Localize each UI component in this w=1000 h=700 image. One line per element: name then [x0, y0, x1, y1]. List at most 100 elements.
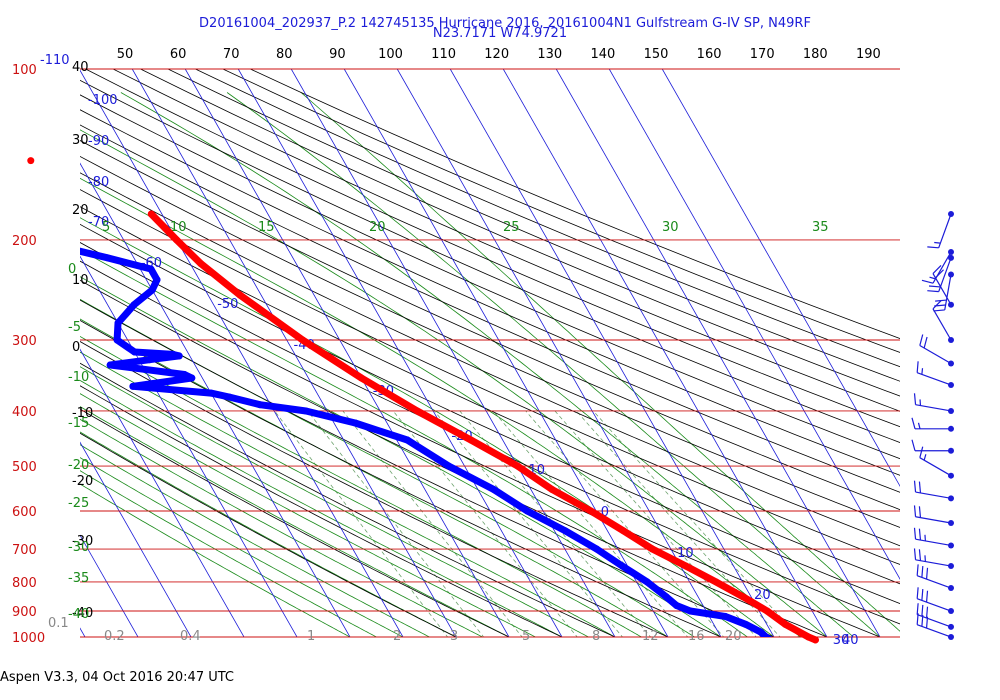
moist-adiabat — [120, 92, 855, 637]
dry-adiabat — [250, 69, 900, 339]
dewpoint-point — [490, 486, 498, 494]
wind-barb — [911, 439, 954, 454]
wind-barb — [911, 417, 954, 432]
left-axis-label: -20 — [72, 474, 93, 489]
wind-barb-staff — [932, 308, 952, 341]
top-axis-label: 100 — [378, 47, 403, 62]
wind-barb-feather — [919, 446, 924, 458]
dewpoint-point — [130, 301, 138, 309]
pressure-label: 200 — [12, 234, 37, 249]
mixing-ratio-line — [307, 410, 485, 637]
pressure-label: 100 — [12, 63, 37, 78]
left-moist-label: 0 — [68, 262, 76, 277]
temperature-point — [147, 210, 155, 218]
wind-barb-feather — [916, 361, 919, 373]
isotherm — [343, 69, 669, 637]
top-axis-label: 110 — [431, 47, 456, 62]
temperature-profile — [27, 157, 819, 644]
temperature-point — [236, 291, 244, 299]
top-axis-label: 160 — [697, 47, 722, 62]
dewpoint-point — [149, 380, 157, 388]
wind-barb — [927, 210, 954, 249]
wind-barb-feather — [916, 603, 919, 615]
dry-adiabat — [195, 69, 900, 368]
mixing-ratio-label: 5 — [522, 629, 530, 644]
left-axis-label: 10 — [72, 273, 89, 288]
chart-title-line-1: D20161004_202937_P.2 142745135 Hurricane… — [199, 16, 811, 31]
dewpoint-point — [55, 243, 62, 250]
moist-adiabat-label: 35 — [812, 220, 829, 235]
pressure-label: 700 — [12, 543, 37, 558]
wind-barb-staff — [915, 559, 952, 567]
isotherm — [80, 441, 192, 637]
wind-barb — [913, 548, 954, 570]
mixing-ratio-label: 16 — [688, 629, 705, 644]
wind-barb — [921, 249, 954, 284]
temperature-point — [587, 507, 595, 515]
top-axis-label: 180 — [803, 47, 828, 62]
moist-adiabat — [226, 92, 881, 637]
top-axis-label: 80 — [276, 47, 293, 62]
wind-barb-half-feather — [934, 241, 941, 244]
left-axis-label: -30 — [72, 534, 93, 549]
mixing-ratio-line — [392, 410, 578, 637]
wind-barb-half-feather — [917, 422, 921, 429]
isotherm-label: 40 — [842, 633, 859, 648]
moist-adiabat — [80, 418, 484, 637]
moist-adiabat — [80, 483, 351, 637]
dewpoint-point — [593, 545, 601, 553]
left-axis-label: 20 — [72, 203, 89, 218]
dry-adiabat — [85, 69, 900, 428]
wind-barb-feather — [932, 300, 942, 310]
dry-adiabat — [80, 362, 616, 637]
mixing-ratio-label: 0.4 — [180, 629, 201, 644]
isotherm — [80, 162, 351, 637]
pressure-label: 900 — [12, 605, 37, 620]
moist-adiabat — [80, 276, 722, 637]
dewpoint-point — [686, 607, 694, 615]
temperature-point — [357, 374, 365, 382]
wind-barb-half-feather — [929, 276, 936, 280]
moist-adiabat — [300, 92, 900, 632]
pressure-label: 600 — [12, 505, 37, 520]
wind-barb — [919, 334, 954, 367]
wind-barb-staff — [915, 538, 952, 547]
mixing-ratio-label: 20 — [725, 629, 742, 644]
wind-barb-feather — [918, 481, 922, 494]
dry-adiabat — [80, 155, 900, 528]
isotherm-label: -80 — [88, 175, 109, 190]
wind-barb-feather — [918, 528, 922, 541]
isotherm — [80, 69, 404, 637]
wind-barb — [913, 480, 954, 502]
top-axis-label: 190 — [856, 47, 881, 62]
wind-barb-feather — [921, 604, 924, 617]
moist-adiabat — [80, 470, 378, 637]
mixing-ratio-label: 0.1 — [48, 616, 69, 631]
moist-adiabat — [80, 298, 696, 637]
wind-barb-feather — [916, 587, 919, 599]
chart-title-line-2: N23.7171 W74.9721 — [432, 26, 568, 41]
dry-adiabat — [80, 432, 457, 637]
dewpoint-point — [523, 507, 531, 515]
isotherm — [131, 69, 457, 637]
wind-barb-feather — [933, 309, 945, 312]
wind-barb-feather — [925, 590, 929, 603]
isotherm-label: -90 — [88, 134, 109, 149]
wind-barb-staff — [916, 372, 952, 386]
top-axis-label: 70 — [223, 47, 240, 62]
wind-barb-feather — [913, 548, 917, 560]
mixing-ratio-line — [342, 410, 523, 637]
dewpoint-point — [403, 436, 411, 444]
dry-adiabat — [167, 69, 900, 382]
wind-barb-feather — [925, 567, 929, 580]
dry-adiabat — [80, 124, 900, 493]
mixing-ratio-label: 12 — [642, 629, 659, 644]
isotherm-label: -70 — [88, 215, 109, 230]
isotherm-label: -100 — [88, 93, 118, 108]
moist-adiabat-label: 20 — [369, 220, 386, 235]
temperature-point — [413, 407, 421, 415]
temperature-point — [682, 562, 690, 570]
temperature-point — [739, 593, 747, 601]
moist-adiabat-label: 15 — [258, 220, 275, 235]
dewpoint-point — [169, 350, 177, 358]
